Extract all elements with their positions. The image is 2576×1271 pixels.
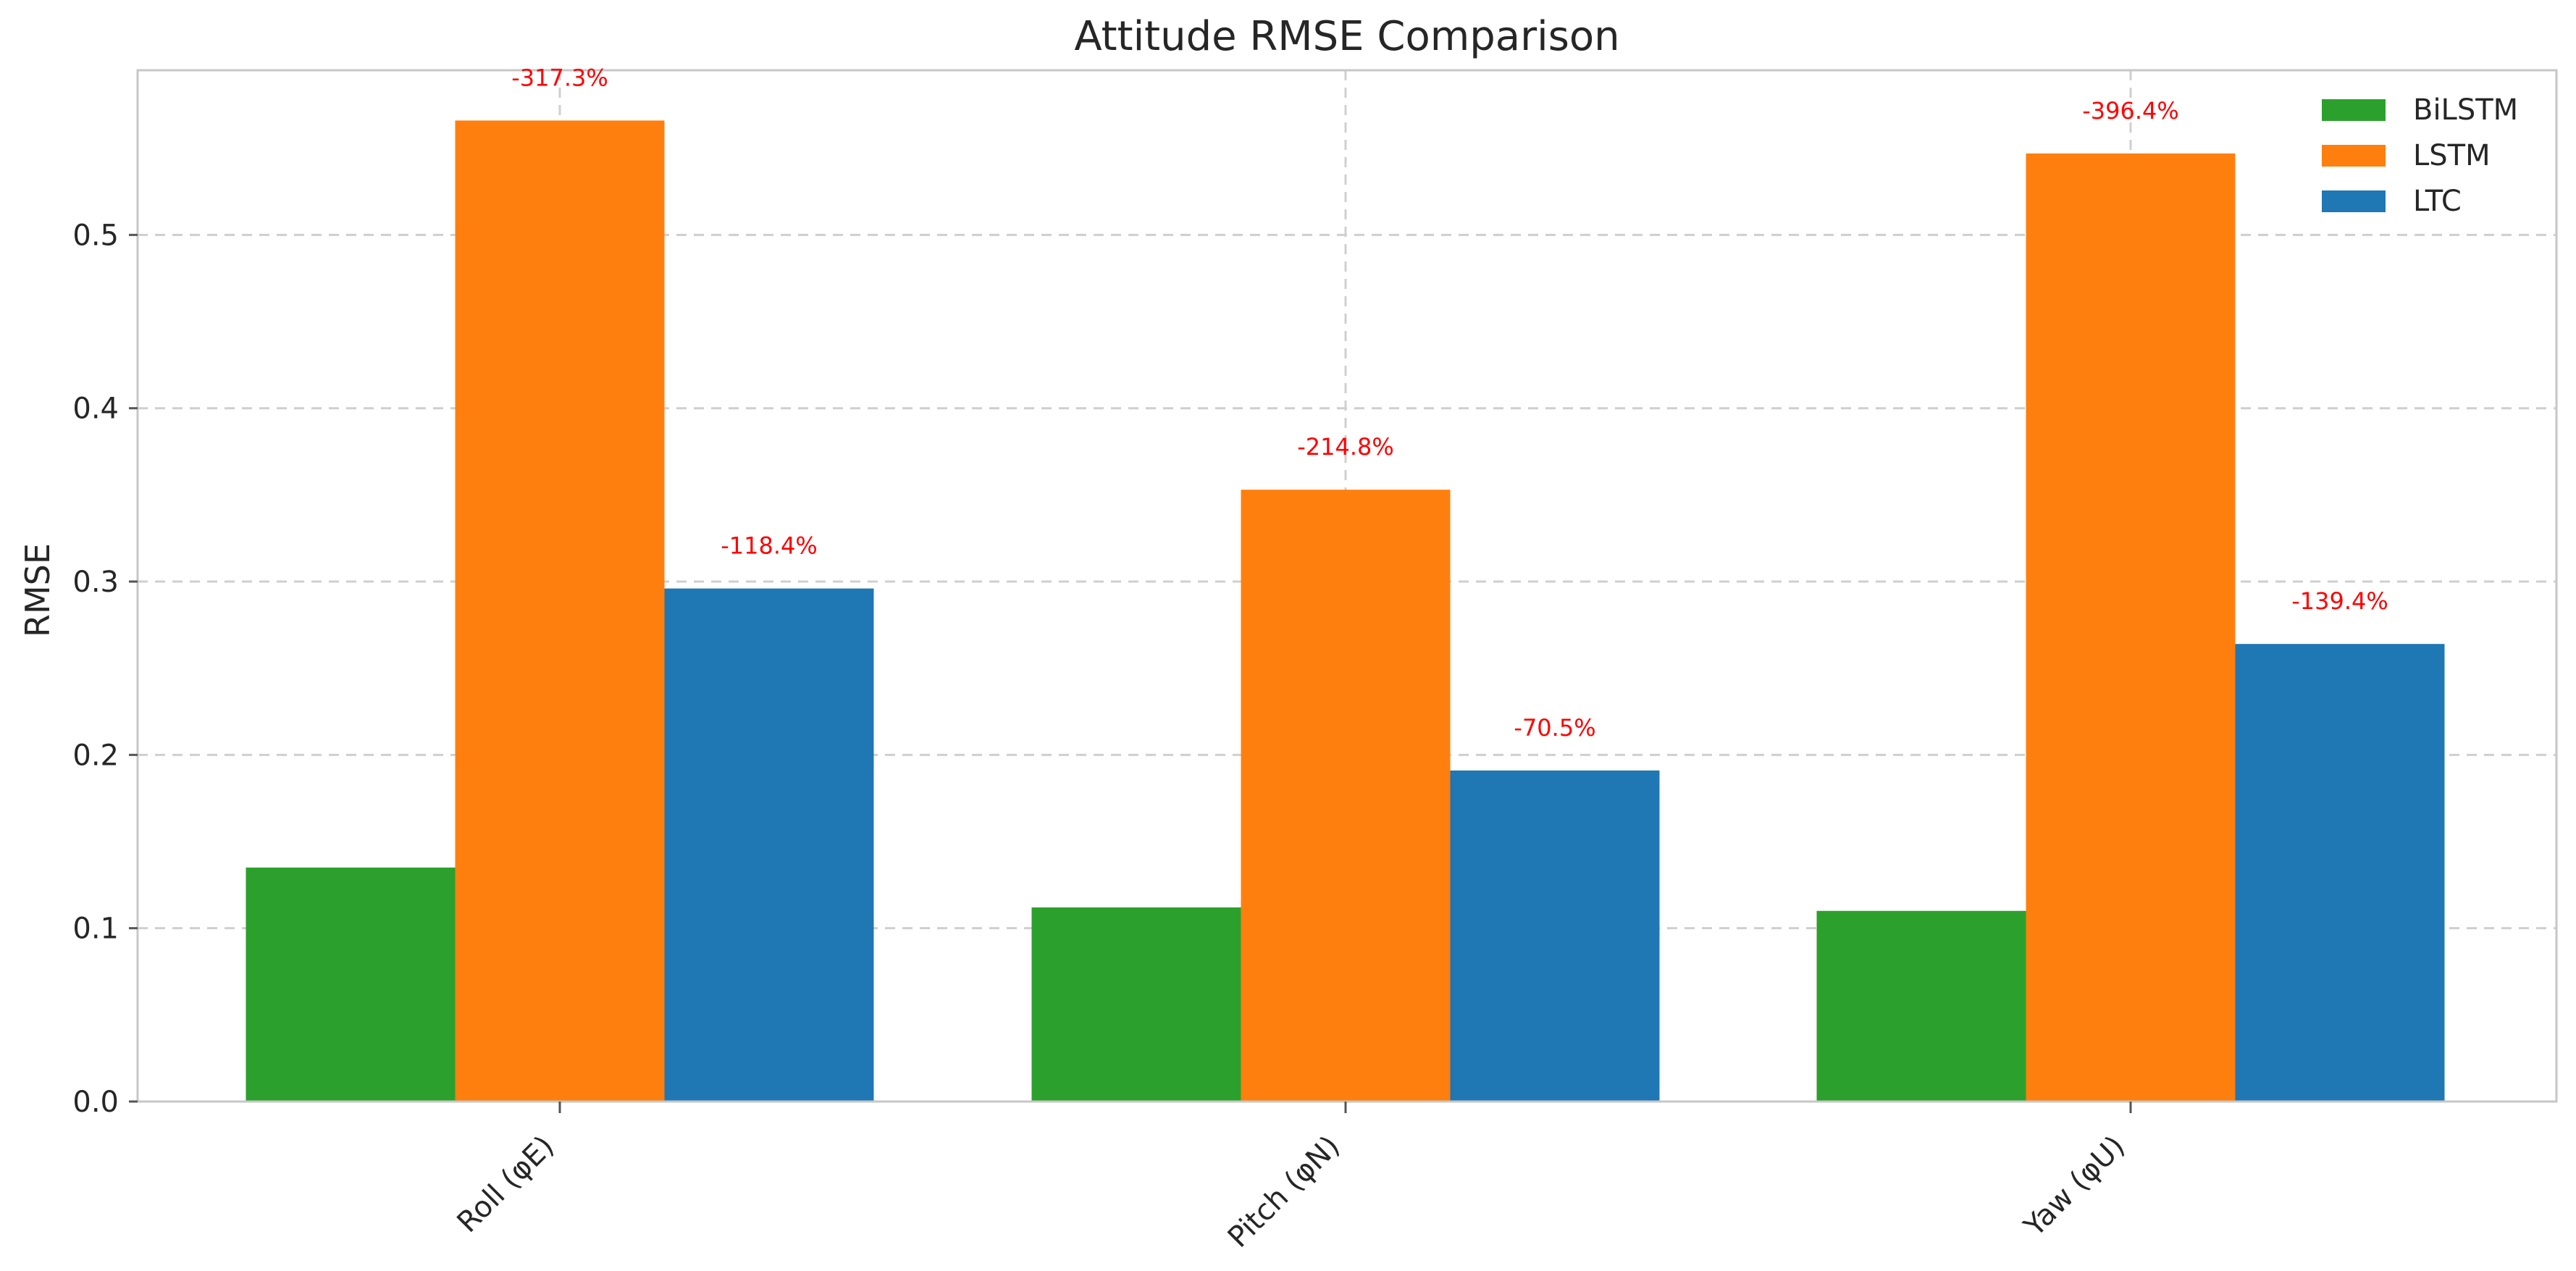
- bar-lstm-1: [1241, 490, 1451, 1102]
- legend-label-1: LSTM: [2413, 139, 2491, 172]
- bar-bilstm-1: [1031, 907, 1241, 1102]
- bar-ltc-0: [664, 588, 874, 1102]
- y-tick-label-0: 0.0: [72, 1086, 119, 1119]
- annotation-0: -317.3%: [511, 64, 608, 91]
- y-tick-label-3: 0.3: [72, 566, 119, 599]
- y-tick-label-2: 0.2: [72, 739, 119, 772]
- annotation-3: -70.5%: [1514, 714, 1595, 742]
- annotations-layer: -317.3% -118.4% -214.8% -70.5% -396.4% -139.4…: [511, 64, 2388, 741]
- bar-ltc-2: [2235, 644, 2445, 1102]
- annotation-4: -396.4%: [2082, 97, 2179, 125]
- bar-ltc-1: [1450, 770, 1660, 1102]
- legend-swatch-2: [2322, 190, 2386, 212]
- bar-lstm-2: [2026, 153, 2236, 1102]
- y-tick-label-4: 0.4: [72, 393, 119, 426]
- legend-swatch-1: [2322, 145, 2386, 167]
- legend-swatch-0: [2322, 99, 2386, 121]
- annotation-2: -214.8%: [1297, 433, 1394, 461]
- y-axis-label: RMSE: [18, 543, 57, 637]
- annotation-1: -118.4%: [721, 532, 818, 560]
- legend-label-0: BiLSTM: [2413, 93, 2518, 127]
- annotation-5: -139.4%: [2291, 587, 2388, 615]
- legend-layer: BiLSTM LSTM LTC: [2322, 93, 2518, 218]
- legend-label-2: LTC: [2413, 185, 2462, 218]
- bar-lstm-0: [455, 120, 665, 1102]
- bar-bilstm-0: [246, 867, 456, 1102]
- chart-title: Attitude RMSE Comparison: [1074, 13, 1619, 60]
- plot-frame: [136, 69, 2558, 1103]
- frame-layer: [136, 69, 2558, 1103]
- bar-bilstm-2: [1816, 910, 2026, 1102]
- y-tick-label-1: 0.1: [72, 913, 119, 946]
- bars-layer: [246, 120, 2445, 1102]
- y-tick-label-5: 0.5: [72, 219, 119, 252]
